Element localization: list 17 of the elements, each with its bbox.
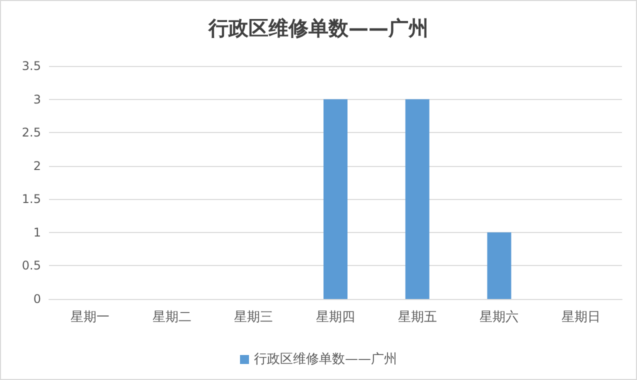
y-tick-label: 2 <box>33 158 41 173</box>
y-tick-label: 1.5 <box>22 192 41 206</box>
y-tick-label: 0.5 <box>22 258 41 273</box>
y-tick-label: 2.5 <box>22 126 41 140</box>
legend-label: 行政区维修单数——广州 <box>254 352 397 367</box>
x-tick-label: 星期四 <box>316 310 355 325</box>
x-tick-label: 星期六 <box>480 310 519 325</box>
x-tick-label: 星期日 <box>562 310 601 325</box>
chart-title: 行政区维修单数——广州 <box>208 16 428 40</box>
y-tick-label: 0 <box>33 292 41 306</box>
x-tick-label: 星期二 <box>152 310 192 325</box>
x-tick-label: 星期五 <box>398 310 437 325</box>
x-tick-label: 星期三 <box>234 310 274 325</box>
x-tick-label: 星期一 <box>70 310 110 325</box>
y-tick-label: 1 <box>33 225 41 240</box>
y-tick-label: 3.5 <box>22 59 41 73</box>
y-tick-label: 3 <box>33 92 41 106</box>
